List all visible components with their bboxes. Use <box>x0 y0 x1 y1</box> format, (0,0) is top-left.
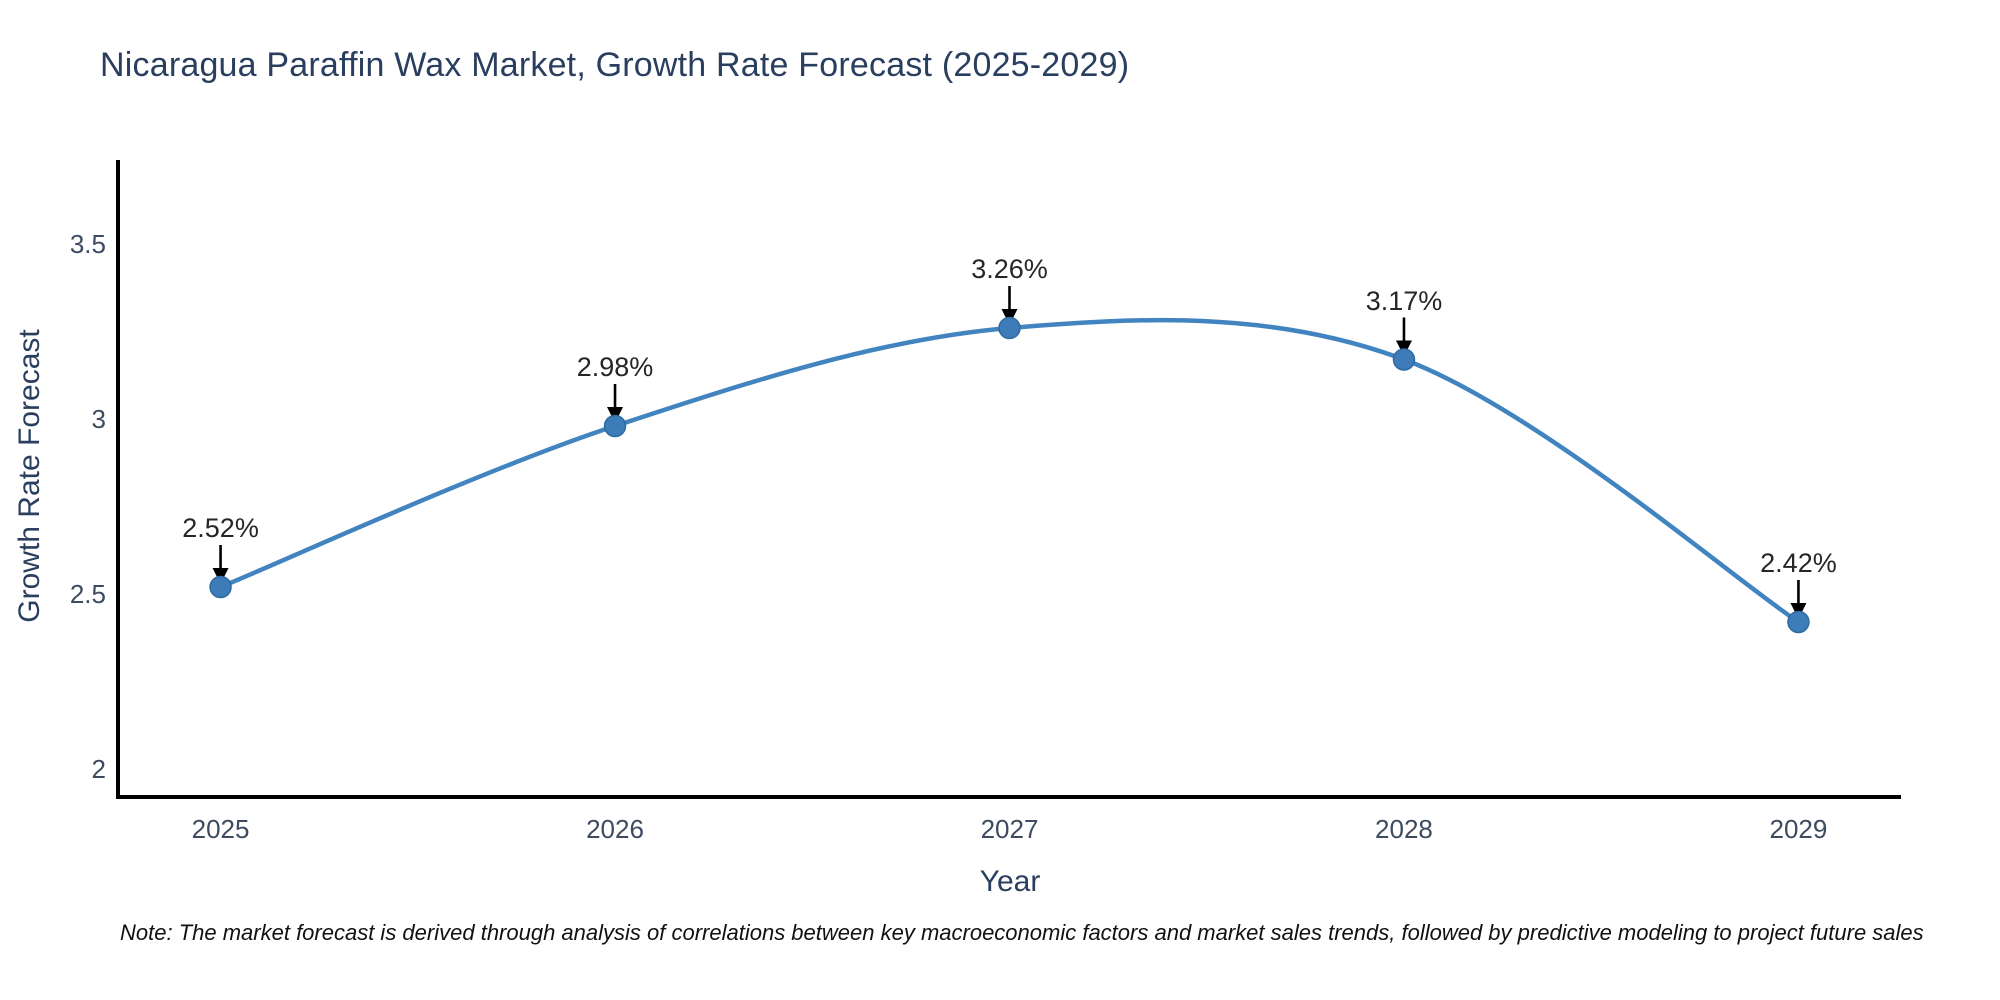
y-tick-label: 2 <box>91 754 106 784</box>
data-point-marker <box>603 414 627 438</box>
point-annotation: 3.26% <box>971 254 1048 284</box>
point-annotation: 2.52% <box>182 513 259 543</box>
y-tick-label: 3 <box>91 404 106 434</box>
data-point-marker <box>1787 610 1810 634</box>
x-tick-label: 2029 <box>1769 814 1828 844</box>
x-tick-label: 2027 <box>980 814 1039 844</box>
x-axis-title: Year <box>979 865 1041 898</box>
point-annotation: 3.17% <box>1365 285 1443 316</box>
y-tick-label: 2.5 <box>69 579 106 609</box>
data-point-marker <box>1392 348 1416 371</box>
x-tick-label: 2025 <box>191 814 250 844</box>
data-point-marker <box>998 316 1021 340</box>
point-annotation: 2.42% <box>1760 548 1837 578</box>
point-annotation: 2.98% <box>576 352 654 382</box>
x-tick-label: 2026 <box>586 814 644 844</box>
x-tick-label: 2028 <box>1375 814 1433 844</box>
data-point-marker <box>209 575 232 599</box>
chart-footnote: Note: The market forecast is derived thr… <box>120 920 1924 945</box>
y-tick-label: 3.5 <box>69 229 106 259</box>
chart-title: Nicaragua Paraffin Wax Market, Growth Ra… <box>100 46 1130 84</box>
trend-line <box>218 317 1801 625</box>
